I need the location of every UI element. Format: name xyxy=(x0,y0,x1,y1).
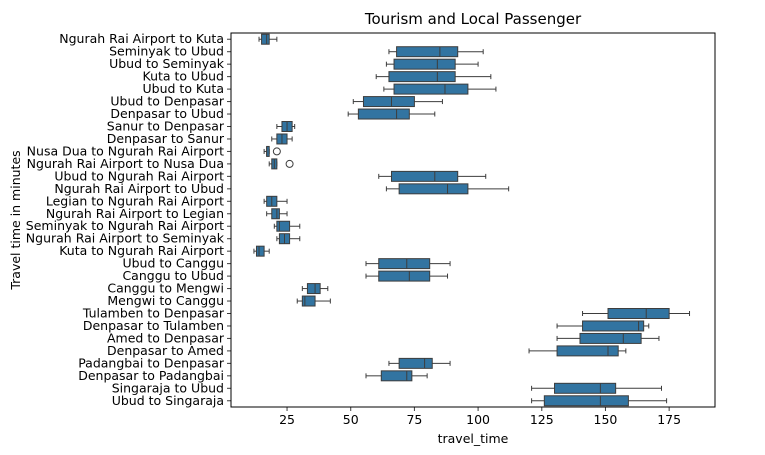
box-group xyxy=(378,170,487,182)
y-tick-label: Seminyak to Ubud xyxy=(109,44,224,59)
outlier-point xyxy=(272,147,281,156)
y-tick-label: Ubud to Seminyak xyxy=(109,56,225,71)
y-tick-label: Legian to Ngurah Rai Airport xyxy=(46,193,224,208)
x-tick-label: 175 xyxy=(657,412,681,427)
y-tick-label: Mengwi to Canggu xyxy=(107,293,224,308)
box-group xyxy=(365,258,451,270)
iqr-box xyxy=(261,33,270,45)
y-tick-label: Kuta to Ngurah Rai Airport xyxy=(59,243,224,258)
box-group xyxy=(385,183,510,195)
iqr-box xyxy=(554,382,617,394)
y-tick-label: Ngurah Rai Airport to Seminyak xyxy=(26,231,225,246)
axes-frame xyxy=(230,32,716,408)
x-tick-label: 75 xyxy=(406,412,422,427)
iqr-box xyxy=(378,258,431,270)
box-group xyxy=(352,96,443,108)
iqr-box xyxy=(380,370,413,382)
y-tick-label: Ngurah Rai Airport to Legian xyxy=(46,206,224,221)
box-group xyxy=(263,145,281,157)
box-group xyxy=(266,208,288,220)
box-group xyxy=(375,71,492,83)
box-group xyxy=(556,332,660,344)
box-group xyxy=(365,270,449,282)
y-tick-label: Canggu to Ubud xyxy=(122,268,224,283)
iqr-box xyxy=(255,245,265,257)
iqr-box xyxy=(388,71,456,83)
x-tick-label: 25 xyxy=(279,412,295,427)
box-group xyxy=(531,382,663,394)
box-group xyxy=(273,220,301,232)
iqr-box xyxy=(301,295,316,307)
iqr-box xyxy=(390,170,459,182)
box-group xyxy=(268,158,294,170)
box-group xyxy=(263,195,288,207)
iqr-box xyxy=(378,270,431,282)
box-group xyxy=(276,233,301,245)
x-tick-label: 100 xyxy=(466,412,490,427)
x-tick-label: 150 xyxy=(594,412,618,427)
y-axis-label: Travel time in minutes xyxy=(8,150,23,290)
iqr-box xyxy=(276,220,291,232)
y-tick-label: Ubud to Kuta xyxy=(143,81,225,96)
y-tick-label: Ubud to Canggu xyxy=(122,256,224,271)
box-group xyxy=(271,133,293,145)
box-group xyxy=(531,395,668,407)
y-tick-label: Padangbai to Denpasar xyxy=(78,355,225,370)
y-tick-label: Denpasar to Tulamben xyxy=(83,318,224,333)
iqr-box xyxy=(398,183,469,195)
box-group xyxy=(556,320,650,332)
box-group xyxy=(388,357,451,369)
box-group xyxy=(388,46,484,58)
x-axis-label: travel_time xyxy=(438,431,509,446)
iqr-box xyxy=(398,357,433,369)
y-tick-label: Ngurah Rai Airport to Ubud xyxy=(54,181,224,196)
y-tick-label: Denpasar to Sanur xyxy=(107,131,225,146)
y-tick-label: Singaraja to Ubud xyxy=(112,380,224,395)
iqr-box xyxy=(396,46,459,58)
box-group xyxy=(385,58,479,70)
y-tick-label: Ngurah Rai Airport to Kuta xyxy=(59,31,224,46)
chart-title: Tourism and Local Passenger xyxy=(364,10,582,28)
iqr-box xyxy=(607,308,670,319)
iqr-box xyxy=(582,320,645,332)
y-tick-label: Seminyak to Ngurah Rai Airport xyxy=(26,218,224,233)
box-group xyxy=(347,108,436,120)
y-tick-label: Ubud to Denpasar xyxy=(110,94,224,109)
x-tick-label: 50 xyxy=(343,412,359,427)
y-tick-label: Sanur to Denpasar xyxy=(107,119,225,134)
y-tick-label: Denpasar to Ubud xyxy=(110,106,224,121)
iqr-box xyxy=(556,345,619,357)
iqr-box xyxy=(306,283,321,295)
y-tick-label: Amed to Denpasar xyxy=(107,330,225,345)
iqr-box xyxy=(393,58,456,70)
iqr-box xyxy=(362,96,415,108)
box-group xyxy=(301,283,329,295)
y-tick-label: Canggu to Mengwi xyxy=(107,281,224,296)
box-group xyxy=(383,83,497,95)
iqr-box xyxy=(543,395,629,407)
box-group xyxy=(253,245,270,257)
box-group xyxy=(296,295,331,307)
y-tick-label: Ubud to Singaraja xyxy=(112,393,224,408)
iqr-box xyxy=(357,108,410,120)
iqr-box xyxy=(393,83,469,95)
plot-area: 25 50 75 100 125 150 175 Ngurah Rai Airport to … xyxy=(26,31,691,427)
y-tick-label: Denpasar to Padangbai xyxy=(78,368,224,383)
outlier-point xyxy=(285,159,294,168)
iqr-box xyxy=(579,332,642,344)
y-tick-label: Ngurah Rai Airport to Nusa Dua xyxy=(27,156,224,171)
iqr-box xyxy=(271,208,280,220)
y-tick-label: Kuta to Ubud xyxy=(143,69,225,84)
y-tick-label: Tulamben to Denpasar xyxy=(82,306,225,321)
box-group xyxy=(276,121,296,132)
y-tick-label: Nusa Dua to Ngurah Rai Airport xyxy=(27,143,224,158)
box-group xyxy=(365,370,428,382)
y-tick-label: Denpasar to Amed xyxy=(107,343,224,358)
y-tick-label: Ubud to Ngurah Rai Airport xyxy=(54,168,224,183)
box-group xyxy=(258,33,278,45)
x-tick-label: 125 xyxy=(530,412,554,427)
box-group xyxy=(582,308,691,319)
box-group xyxy=(528,345,627,357)
